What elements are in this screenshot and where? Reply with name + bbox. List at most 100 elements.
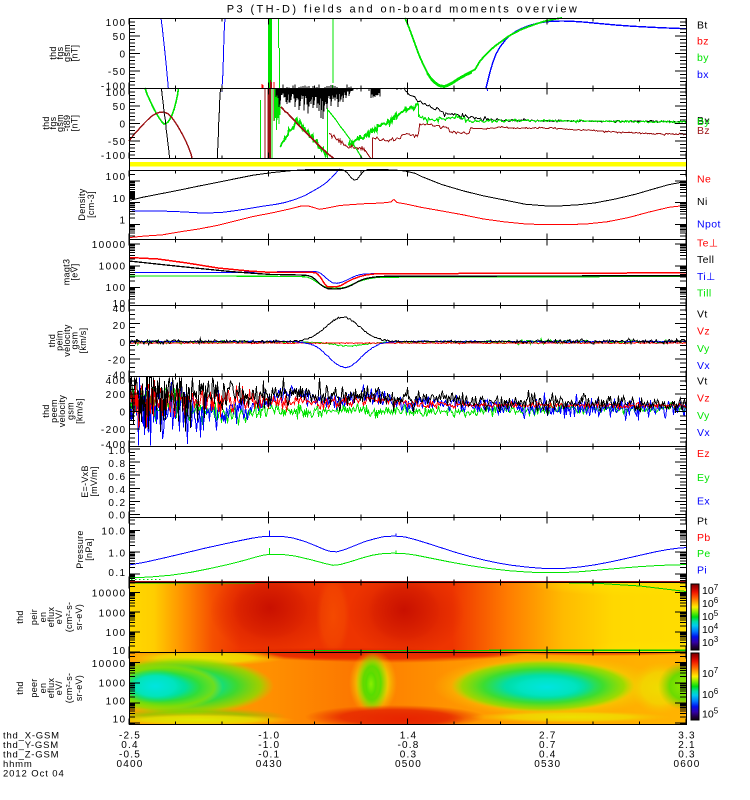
svg-text:-2.5: -2.5 (119, 731, 141, 742)
svg-text:peem: peem (49, 399, 59, 423)
svg-text:-1.0: -1.0 (258, 731, 280, 742)
svg-text:thd: thd (15, 681, 25, 694)
svg-text:Ne: Ne (697, 174, 711, 186)
svg-text:peim: peim (55, 330, 65, 351)
svg-text:Pi: Pi (697, 565, 707, 577)
svg-text:10000: 10000 (92, 240, 127, 251)
svg-text:Ez: Ez (697, 448, 710, 460)
svg-text:velocity: velocity (57, 395, 67, 428)
svg-text:Ti⊥: Ti⊥ (697, 271, 716, 283)
svg-text:E=-VxB: E=-VxB (80, 465, 90, 498)
svg-text:0.4: 0.4 (108, 485, 126, 496)
svg-text:[cm-3]: [cm-3] (86, 191, 96, 218)
svg-text:thd: thd (41, 404, 51, 417)
svg-text:thd_Z-GSM: thd_Z-GSM (3, 750, 59, 761)
svg-text:(cm²-s-: (cm²-s- (64, 602, 74, 633)
svg-text:Vy: Vy (697, 410, 710, 422)
svg-text:[km/s]: [km/s] (78, 328, 88, 354)
svg-text:by: by (697, 52, 709, 64)
svg-text:gsm: gsm (62, 44, 72, 62)
svg-text:50: 50 (113, 102, 127, 113)
svg-text:Bz: Bz (697, 125, 710, 137)
svg-text:Pt: Pt (697, 516, 708, 528)
svg-text:Bx: Bx (697, 115, 710, 127)
svg-text:Pb: Pb (697, 532, 711, 544)
svg-text:gsm: gsm (70, 332, 80, 350)
svg-text:-0.8: -0.8 (397, 740, 419, 751)
svg-text:[nPa]: [nPa] (84, 538, 94, 561)
svg-text:en: en (38, 612, 48, 623)
svg-text:0.1: 0.1 (108, 568, 126, 579)
svg-text:Ex: Ex (697, 496, 710, 508)
svg-text:0.8: 0.8 (108, 459, 126, 470)
svg-text:1000: 1000 (99, 608, 127, 619)
svg-text:-t89: -t89 (62, 115, 72, 132)
svg-text:[km/s]: [km/s] (75, 398, 85, 424)
svg-text:fgs: fgs (48, 116, 58, 129)
svg-text:0.0: 0.0 (108, 510, 126, 521)
svg-text:10000: 10000 (92, 589, 127, 600)
svg-text:-20: -20 (108, 355, 127, 366)
svg-text:1000: 1000 (99, 262, 127, 273)
svg-text:0430: 0430 (256, 759, 283, 770)
svg-text:en: en (38, 683, 48, 694)
svg-text:velocity: velocity (62, 324, 72, 357)
svg-text:thd: thd (47, 334, 57, 347)
svg-text:thd: thd (41, 116, 51, 129)
svg-text:fgs: fgs (55, 46, 65, 59)
svg-text:[nT]: [nT] (70, 45, 80, 62)
svg-text:10000: 10000 (92, 659, 127, 670)
svg-text:0.6: 0.6 (108, 472, 126, 483)
svg-text:eV/: eV/ (54, 681, 64, 696)
svg-text:0530: 0530 (534, 759, 561, 770)
svg-text:sr-eV): sr-eV) (74, 675, 84, 701)
svg-text:thd: thd (48, 46, 58, 59)
svg-text:10: 10 (113, 299, 127, 310)
svg-text:10: 10 (113, 646, 127, 657)
svg-text:Pressure: Pressure (75, 530, 85, 568)
svg-text:0.7: 0.7 (539, 740, 557, 751)
svg-text:Npot: Npot (697, 219, 721, 231)
svg-text:200: 200 (106, 390, 127, 401)
svg-text:0: 0 (120, 50, 127, 61)
svg-text:2.7: 2.7 (539, 731, 557, 742)
svg-text:Ni: Ni (697, 196, 708, 208)
svg-text:-100: -100 (101, 151, 127, 162)
svg-text:10: 10 (113, 194, 127, 205)
svg-text:Te⊥: Te⊥ (697, 238, 718, 250)
svg-text:peer: peer (29, 678, 39, 697)
svg-text:1000: 1000 (99, 679, 127, 690)
svg-text:-400: -400 (101, 440, 127, 451)
svg-text:10: 10 (113, 715, 127, 726)
svg-text:50: 50 (113, 32, 127, 43)
svg-text:0.3: 0.3 (400, 750, 418, 761)
svg-text:Vx: Vx (697, 360, 710, 372)
svg-text:-1.0: -1.0 (258, 740, 280, 751)
svg-text:-50: -50 (108, 67, 127, 78)
svg-text:100: 100 (106, 697, 127, 708)
svg-text:100: 100 (106, 88, 127, 99)
svg-text:10.0: 10.0 (101, 527, 126, 538)
svg-text:thd_Y-GSM: thd_Y-GSM (3, 740, 59, 751)
svg-text:100: 100 (106, 283, 127, 294)
svg-text:400: 400 (106, 376, 127, 387)
svg-text:Vx: Vx (697, 427, 710, 439)
svg-text:100: 100 (106, 18, 127, 29)
svg-text:20: 20 (113, 321, 127, 332)
svg-text:-100: -100 (101, 82, 127, 93)
svg-text:Vt: Vt (697, 376, 708, 388)
svg-text:2012 Oct 04: 2012 Oct 04 (3, 769, 65, 780)
svg-text:0500: 0500 (395, 759, 422, 770)
svg-text:bz: bz (697, 36, 709, 48)
svg-text:peir: peir (29, 609, 39, 625)
svg-text:1: 1 (120, 216, 127, 227)
svg-text:0400: 0400 (116, 759, 143, 770)
svg-text:0: 0 (120, 338, 127, 349)
svg-text:gsm: gsm (55, 114, 65, 132)
svg-text:100: 100 (106, 172, 127, 183)
svg-text:-50: -50 (108, 137, 127, 148)
svg-text:magt3: magt3 (62, 259, 72, 286)
svg-text:1.4: 1.4 (400, 731, 418, 742)
svg-text:[mV/m]: [mV/m] (89, 466, 99, 496)
svg-text:[eV]: [eV] (70, 263, 80, 280)
